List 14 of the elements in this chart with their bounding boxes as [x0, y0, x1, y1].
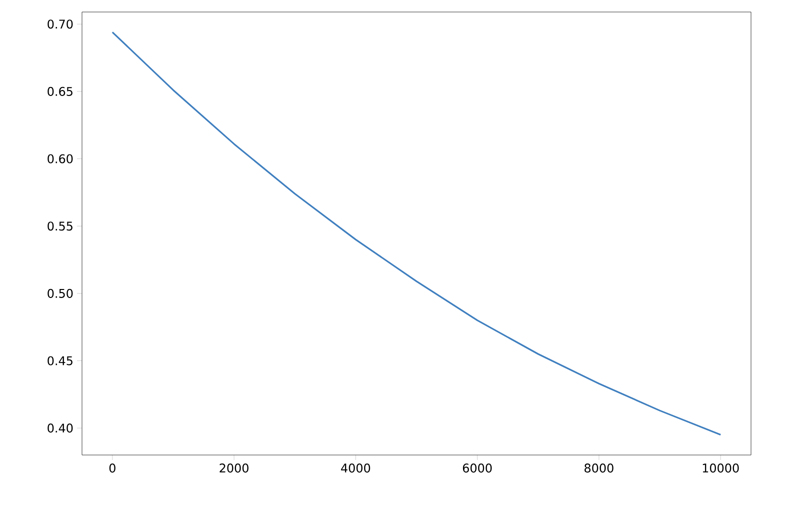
y-tick-label: 0.40 [48, 424, 73, 433]
y-tick-label: 0.50 [48, 288, 73, 298]
x-tick-label: 8000 [584, 464, 614, 473]
x-tick-label: 10000 [702, 464, 739, 473]
x-tick-label: 4000 [341, 464, 370, 473]
y-tick-label: 0.55 [48, 222, 72, 231]
x-tick-label: 0 [109, 464, 116, 473]
y-tick-label: 0.65 [48, 86, 72, 96]
y-tick-label: 0.70 [48, 20, 73, 29]
y-tick-label: 0.45 [48, 356, 72, 366]
line-series [112, 31, 722, 436]
y-tick-label: 0.60 [48, 154, 73, 164]
x-tick-label: 2000 [220, 464, 248, 473]
x-tick-label: 6000 [462, 464, 492, 473]
